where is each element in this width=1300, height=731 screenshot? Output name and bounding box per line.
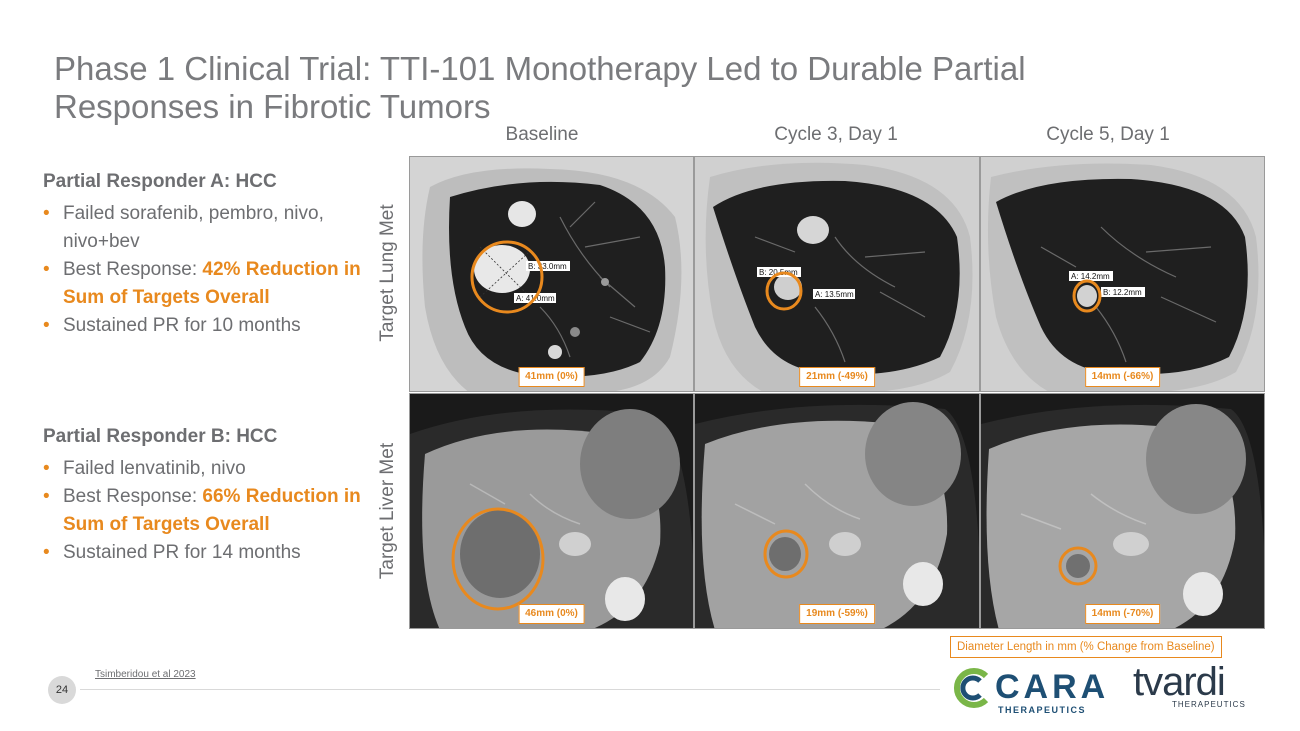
ct-image-lung-cycle3: B: 20.5mm A: 13.5mm: [695, 157, 979, 391]
scan-lung-cycle5: A: 14.2mm B: 12.2mm 14mm (-66%): [980, 156, 1265, 392]
row-label-lung: Target Lung Met: [377, 204, 398, 342]
responder-a-best-response-label: Best Response:: [63, 259, 203, 280]
page-number: 24: [48, 676, 76, 704]
title-line-2: Responses in Fibrotic Tumors: [54, 88, 491, 125]
responder-b-bullet-2: Best Response: 66% Reduction in Sum of T…: [43, 483, 373, 539]
responder-b-best-response-value: 66% Reduction in Sum of Targets Overall: [63, 486, 361, 535]
tumor-circle-liver-cycle5: [1058, 546, 1098, 586]
citation-link[interactable]: Tsimberidou et al 2023: [95, 669, 196, 680]
tumor-circle-lung-cycle5: [1072, 279, 1102, 313]
ct-image-liver-cycle3: [695, 394, 979, 628]
annotation-lung-c3-a: A: 13.5mm: [815, 290, 854, 299]
annotation-lung-c5-b: B: 12.2mm: [1103, 288, 1142, 297]
responder-a-bullets: Failed sorafenib, pembro, nivo, nivo+bev…: [43, 200, 373, 340]
responder-b-bullet-1: Failed lenvatinib, nivo: [43, 455, 373, 483]
scan-liver-baseline: 46mm (0%): [409, 393, 694, 629]
tumor-circle-liver-baseline: [451, 507, 545, 611]
scan-lung-baseline: B: 33.0mm A: 41.0mm 41mm (0%): [409, 156, 694, 392]
footer-divider: [80, 689, 940, 690]
cara-logo-wordmark: CARA: [995, 668, 1110, 706]
responder-a-bullet-2: Best Response: 42% Reduction in Sum of T…: [43, 256, 373, 312]
annotation-lung-c5-a: A: 14.2mm: [1071, 272, 1110, 281]
tumor-circle-lung-baseline: [470, 240, 544, 314]
annotation-lung-baseline-b: B: 33.0mm: [528, 262, 567, 271]
responder-b-heading: Partial Responder B: HCC: [43, 426, 278, 447]
scan-liver-cycle5: 14mm (-70%): [980, 393, 1265, 629]
measurement-lung-baseline: 41mm (0%): [518, 367, 585, 387]
responder-b-bullets: Failed lenvatinib, nivo Best Response: 6…: [43, 455, 373, 567]
measurement-liver-baseline: 46mm (0%): [518, 604, 585, 624]
cara-logo-subtitle: THERAPEUTICS: [998, 705, 1087, 715]
row-label-liver: Target Liver Met: [377, 442, 398, 580]
scan-liver-cycle3: 19mm (-59%): [694, 393, 980, 629]
ct-image-lung-baseline: B: 33.0mm A: 41.0mm: [410, 157, 693, 391]
tumor-circle-liver-cycle3: [763, 529, 809, 579]
responder-b-best-response-label: Best Response:: [63, 486, 203, 507]
column-header-cycle3: Cycle 3, Day 1: [774, 124, 898, 145]
column-header-cycle5: Cycle 5, Day 1: [1046, 124, 1170, 145]
cara-logo-icon: [953, 668, 989, 708]
responder-a-bullet-3: Sustained PR for 10 months: [43, 312, 373, 340]
ct-image-liver-cycle5: [981, 394, 1264, 628]
column-header-baseline: Baseline: [505, 124, 579, 145]
ct-image-lung-cycle5: A: 14.2mm B: 12.2mm: [981, 157, 1264, 391]
measurement-lung-cycle5: 14mm (-66%): [1084, 367, 1161, 387]
responder-a-bullet-1: Failed sorafenib, pembro, nivo, nivo+bev: [43, 200, 373, 256]
tvardi-logo-subtitle: THERAPEUTICS: [1172, 700, 1246, 709]
diameter-legend-note: Diameter Length in mm (% Change from Bas…: [950, 636, 1222, 658]
responder-b-bullet-3: Sustained PR for 14 months: [43, 539, 373, 567]
responder-a-heading: Partial Responder A: HCC: [43, 171, 277, 192]
tvardi-logo-wordmark: tvardi: [1133, 660, 1226, 704]
measurement-liver-cycle3: 19mm (-59%): [799, 604, 875, 624]
slide-title: Phase 1 Clinical Trial: TTI-101 Monother…: [54, 50, 1234, 126]
responder-a-best-response-value: 42% Reduction in Sum of Targets Overall: [63, 259, 361, 308]
measurement-lung-cycle3: 21mm (-49%): [799, 367, 875, 387]
title-line-1: Phase 1 Clinical Trial: TTI-101 Monother…: [54, 50, 1026, 87]
scan-lung-cycle3: B: 20.5mm A: 13.5mm 21mm (-49%): [694, 156, 980, 392]
tumor-circle-lung-cycle3: [765, 271, 803, 311]
ct-image-liver-baseline: [410, 394, 693, 628]
measurement-liver-cycle5: 14mm (-70%): [1084, 604, 1161, 624]
